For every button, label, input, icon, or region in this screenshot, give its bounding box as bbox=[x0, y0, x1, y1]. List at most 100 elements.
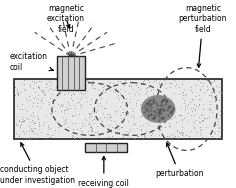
Point bbox=[181, 118, 184, 121]
Point bbox=[71, 132, 75, 135]
Point bbox=[102, 85, 106, 88]
Point bbox=[62, 109, 66, 112]
Point bbox=[126, 132, 130, 135]
Point bbox=[117, 137, 120, 140]
Point bbox=[73, 81, 77, 84]
Point bbox=[119, 125, 123, 128]
Point bbox=[92, 118, 96, 121]
Point bbox=[22, 119, 25, 122]
Point bbox=[110, 116, 113, 119]
Point bbox=[127, 129, 131, 132]
Point bbox=[183, 107, 187, 110]
Point bbox=[71, 82, 74, 85]
Point bbox=[97, 92, 101, 95]
Point bbox=[146, 94, 150, 97]
Point bbox=[188, 101, 191, 104]
Point bbox=[164, 98, 168, 101]
Point bbox=[160, 113, 164, 116]
Point bbox=[20, 102, 24, 105]
Point bbox=[177, 113, 181, 116]
Point bbox=[45, 133, 49, 136]
Point bbox=[199, 129, 202, 132]
Point bbox=[37, 120, 41, 123]
Point bbox=[131, 87, 135, 90]
Point bbox=[194, 105, 198, 108]
Point bbox=[151, 88, 155, 91]
Point bbox=[102, 107, 106, 110]
Point bbox=[36, 85, 40, 88]
Point bbox=[157, 83, 161, 86]
Point bbox=[70, 113, 74, 116]
Point bbox=[82, 124, 86, 127]
Point bbox=[189, 88, 193, 91]
Point bbox=[107, 115, 110, 118]
Point bbox=[36, 85, 40, 88]
Point bbox=[204, 125, 207, 128]
Point bbox=[200, 119, 204, 122]
Point bbox=[210, 94, 213, 97]
Point bbox=[134, 136, 137, 139]
Point bbox=[56, 130, 60, 133]
Point bbox=[44, 85, 48, 88]
Point bbox=[198, 98, 202, 101]
Point bbox=[146, 85, 150, 88]
Point bbox=[80, 78, 84, 81]
Point bbox=[119, 119, 123, 122]
Point bbox=[15, 87, 18, 90]
Point bbox=[119, 119, 123, 122]
Point bbox=[23, 89, 27, 92]
Point bbox=[64, 127, 67, 130]
Point bbox=[66, 91, 70, 94]
Point bbox=[68, 107, 72, 110]
Point bbox=[125, 104, 129, 107]
Point bbox=[181, 93, 185, 96]
Point bbox=[197, 103, 201, 106]
Point bbox=[118, 88, 122, 91]
Point bbox=[215, 123, 218, 126]
Point bbox=[15, 123, 18, 126]
Point bbox=[121, 133, 125, 136]
Point bbox=[210, 96, 213, 99]
Point bbox=[37, 122, 41, 125]
Point bbox=[198, 88, 202, 91]
Point bbox=[217, 125, 221, 128]
Point bbox=[64, 80, 68, 83]
Point bbox=[167, 121, 171, 124]
Point bbox=[98, 117, 102, 120]
Point bbox=[53, 110, 57, 113]
Point bbox=[55, 121, 59, 124]
Point bbox=[192, 113, 196, 116]
Point bbox=[88, 112, 92, 115]
Point bbox=[89, 130, 93, 133]
Point bbox=[207, 115, 211, 118]
Point bbox=[207, 109, 211, 112]
Point bbox=[194, 130, 198, 133]
Point bbox=[143, 110, 147, 113]
Point bbox=[145, 121, 148, 124]
Point bbox=[51, 102, 55, 105]
Point bbox=[76, 79, 80, 82]
Point bbox=[163, 95, 167, 98]
Point bbox=[37, 125, 41, 128]
Point bbox=[126, 111, 130, 114]
Point bbox=[32, 80, 36, 83]
Point bbox=[144, 92, 148, 95]
Point bbox=[23, 108, 27, 111]
Point bbox=[199, 127, 203, 130]
Point bbox=[98, 101, 102, 104]
Point bbox=[147, 80, 151, 83]
Point bbox=[205, 85, 209, 88]
Point bbox=[80, 130, 84, 133]
Point bbox=[18, 124, 21, 127]
Point bbox=[48, 136, 51, 139]
Point bbox=[192, 125, 196, 128]
Point bbox=[220, 91, 224, 94]
Point bbox=[65, 117, 68, 120]
Point bbox=[198, 126, 202, 129]
Point bbox=[146, 79, 150, 82]
Point bbox=[33, 91, 37, 94]
Point bbox=[159, 94, 162, 97]
Point bbox=[216, 130, 220, 133]
Point bbox=[120, 110, 124, 113]
Point bbox=[46, 126, 50, 129]
